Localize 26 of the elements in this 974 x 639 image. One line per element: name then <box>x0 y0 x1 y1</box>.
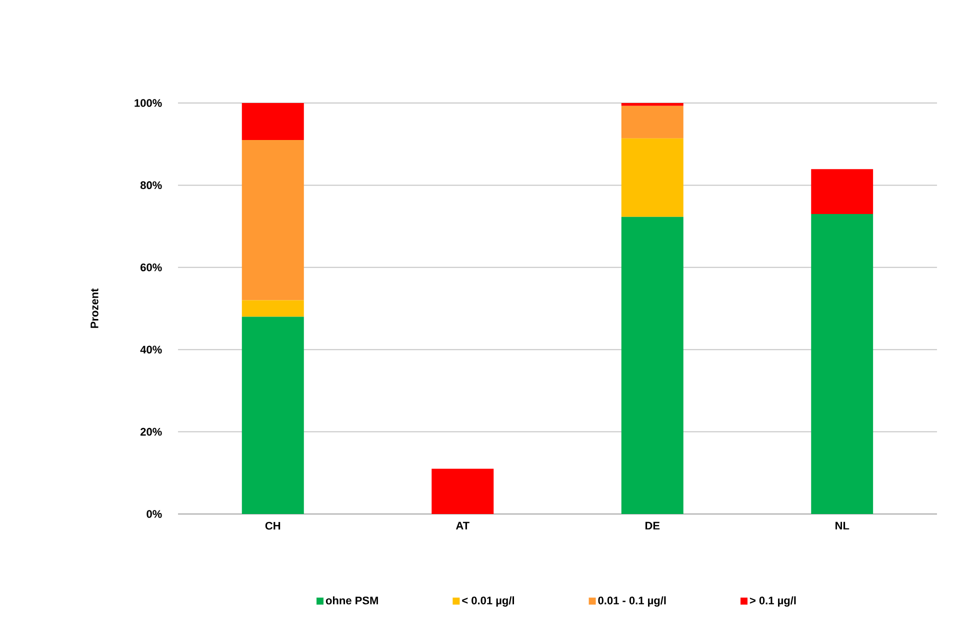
y-tick-label: 0% <box>146 510 162 518</box>
y-tick-label: 20% <box>140 428 162 436</box>
legend-label: > 0.1 µg/l <box>750 596 796 607</box>
y-tick-label: 40% <box>140 346 162 354</box>
bar <box>811 169 874 214</box>
bar <box>242 140 304 300</box>
legend-label: 0.01 - 0.1 µg/l <box>598 596 666 607</box>
x-tick-label: CH <box>265 522 280 530</box>
bar <box>432 468 494 514</box>
x-tick-label: DE <box>645 522 660 530</box>
y-axis-title: Prozent <box>90 288 98 328</box>
bar <box>621 138 684 217</box>
bar <box>242 300 304 317</box>
y-tick-label: 60% <box>140 264 162 272</box>
x-tick-label: AT <box>456 522 470 530</box>
bar <box>242 316 304 514</box>
bar <box>242 102 304 140</box>
y-tick-label: 100% <box>134 99 162 107</box>
bar <box>621 102 684 106</box>
bar <box>621 106 684 138</box>
legend-label: < 0.01 µg/l <box>462 596 514 607</box>
y-tick-label: 80% <box>140 181 162 190</box>
legend-label: ohne PSM <box>326 596 378 604</box>
x-tick-label: NL <box>836 522 850 530</box>
bar <box>621 216 684 514</box>
bar <box>811 214 874 514</box>
